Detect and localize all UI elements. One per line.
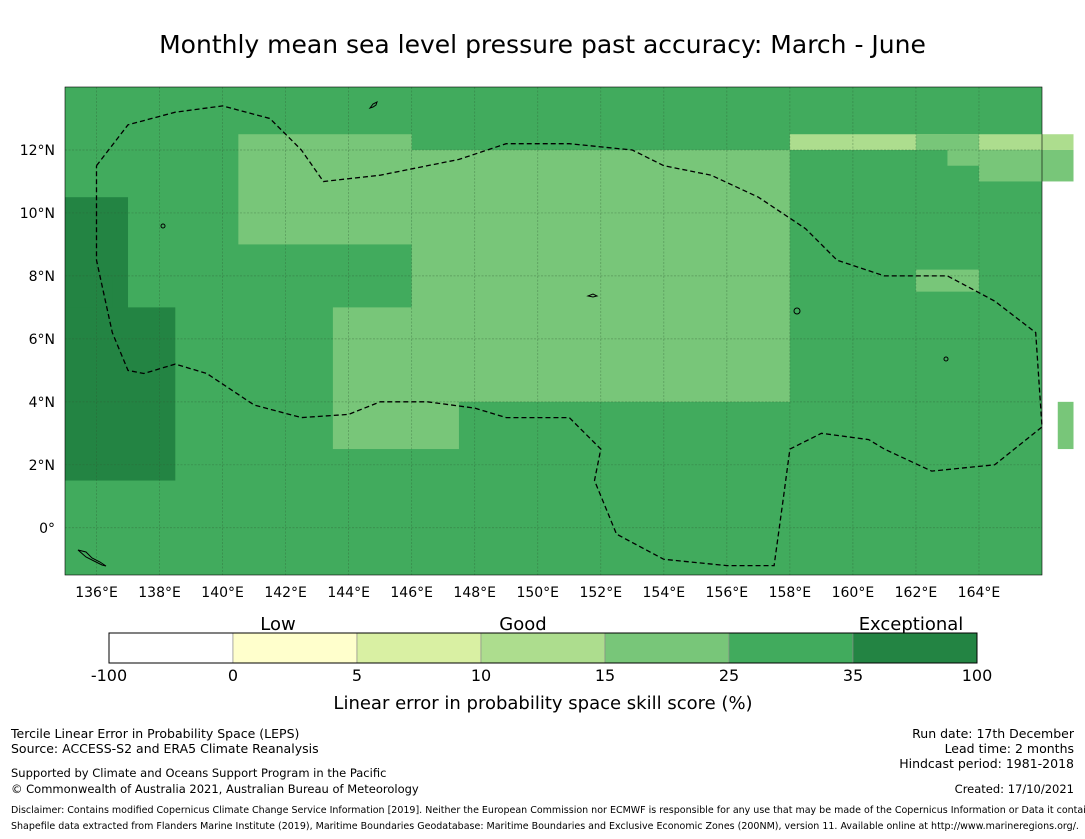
footer-copyright: © Commonwealth of Australia 2021, Austra… [11, 782, 419, 796]
eez-boundary [95, 105, 1043, 567]
colorbar-tick: 15 [595, 666, 615, 685]
y-tick-label: 12°N [20, 143, 55, 159]
island-ponape [943, 356, 949, 362]
legend-good-label: Good [499, 614, 546, 635]
y-axis-labels: 0° 2°N 4°N 6°N 8°N 10°N 12°N [20, 143, 55, 537]
x-tick-label: 136°E [75, 585, 118, 601]
colorbar-tick: 35 [843, 666, 863, 685]
x-tick-label: 154°E [643, 585, 686, 601]
lead-time: Lead time: 2 months [944, 741, 1074, 756]
skill-cell [915, 269, 979, 292]
hindcast-period: Hindcast period: 1981-2018 [899, 756, 1074, 771]
skill-cell [978, 149, 1074, 182]
colorbar-tick: 25 [719, 666, 739, 685]
footer-support: Supported by Climate and Oceans Support … [11, 766, 387, 780]
y-tick-label: 4°N [29, 395, 55, 411]
colorbar-tick: 100 [962, 666, 993, 685]
footer-method: Tercile Linear Error in Probability Spac… [11, 726, 300, 741]
skill-cell [411, 149, 790, 402]
y-tick-label: 10°N [20, 206, 55, 222]
colorbar-tick: 10 [471, 666, 491, 685]
colorbar-tick: 0 [228, 666, 238, 685]
x-tick-label: 158°E [769, 585, 812, 601]
y-tick-label: 8°N [29, 269, 55, 285]
x-axis-labels: 136°E 138°E 140°E 142°E 144°E 146°E 148°E 150°E… [75, 585, 1000, 601]
x-tick-label: 148°E [453, 585, 496, 601]
x-tick-label: 150°E [516, 585, 559, 601]
colorbar-swatch [480, 632, 606, 664]
colorbar-swatch [728, 632, 854, 664]
legend-exceptional-label: Exceptional [859, 614, 964, 635]
island-chuuk [586, 293, 599, 298]
x-tick-label: 140°E [201, 585, 244, 601]
colorbar-tick: -100 [91, 666, 127, 685]
gridlines [65, 87, 1042, 575]
island-guam [368, 101, 378, 109]
x-tick-label: 152°E [579, 585, 622, 601]
x-tick-label: 156°E [706, 585, 749, 601]
run-date: Run date: 17th December [912, 726, 1074, 741]
y-tick-label: 0° [39, 521, 55, 537]
disclaimer: Disclaimer: Contains modified Copernicus… [11, 805, 1085, 816]
y-tick-label: 2°N [29, 458, 55, 474]
colorbar: Low Good Exceptional -100 0 5 10 15 25 35 100 L… [91, 614, 992, 714]
x-tick-label: 142°E [264, 585, 307, 601]
footer-source: Source: ACCESS-S2 and ERA5 Climate Reana… [11, 741, 319, 756]
x-tick-label: 138°E [138, 585, 181, 601]
colorbar-tick: 5 [352, 666, 362, 685]
colorbar-tick-labels: -100 0 5 10 15 25 35 100 [91, 666, 992, 685]
island-palau [77, 549, 107, 567]
x-tick-label: 146°E [390, 585, 433, 601]
x-tick-label: 144°E [327, 585, 370, 601]
skill-cell [947, 134, 979, 166]
created-date: Created: 17/10/2021 [954, 782, 1074, 796]
map-frame [64, 86, 1043, 576]
colorbar-swatch [108, 632, 234, 664]
colorbar-frame [108, 632, 978, 664]
skill-cells [65, 87, 1074, 575]
chart-title: Monthly mean sea level pressure past acc… [159, 30, 926, 59]
x-tick-label: 162°E [895, 585, 938, 601]
colorbar-title: Linear error in probability space skill … [333, 693, 752, 714]
skill-cell [238, 134, 412, 245]
x-tick-label: 160°E [832, 585, 875, 601]
y-tick-label: 6°N [29, 332, 55, 348]
island-yap [160, 223, 166, 229]
colorbar-swatch [852, 632, 978, 664]
x-tick-label: 164°E [958, 585, 1001, 601]
legend-low-label: Low [260, 614, 295, 635]
colorbar-swatch [604, 632, 730, 664]
colorbar-swatch [232, 632, 358, 664]
shapefile-credit: Shapefile data extracted from Flanders M… [11, 821, 1079, 832]
colorbar-swatch [356, 632, 482, 664]
colorbar-swatches [108, 632, 978, 664]
island-kosrae [793, 307, 801, 315]
skill-cell [65, 307, 176, 481]
skill-cell [1057, 401, 1074, 450]
skill-cell [65, 275, 113, 308]
islands [77, 101, 949, 567]
